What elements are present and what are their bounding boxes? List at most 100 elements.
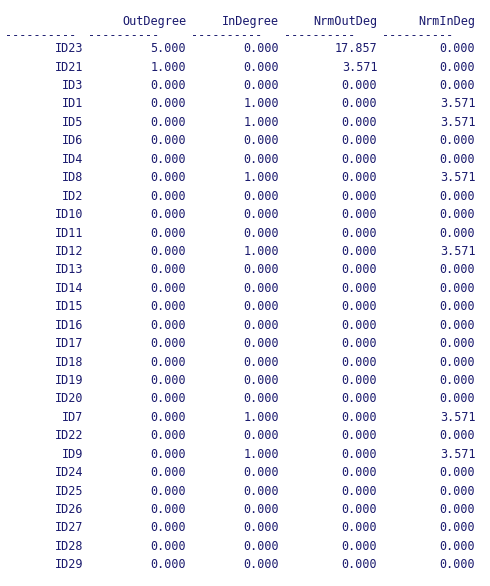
Text: 0.000: 0.000 <box>150 337 186 350</box>
Text: 1.000: 1.000 <box>244 245 279 258</box>
Text: 0.000: 0.000 <box>150 300 186 314</box>
Text: ID4: ID4 <box>62 153 83 166</box>
Text: 0.000: 0.000 <box>342 300 377 314</box>
Text: ID10: ID10 <box>55 208 83 221</box>
Text: 0.000: 0.000 <box>150 282 186 295</box>
Text: 0.000: 0.000 <box>440 522 475 534</box>
Text: 0.000: 0.000 <box>440 319 475 332</box>
Text: 0.000: 0.000 <box>440 466 475 479</box>
Text: 0.000: 0.000 <box>342 245 377 258</box>
Text: 0.000: 0.000 <box>150 263 186 277</box>
Text: ----------: ---------- <box>382 29 453 42</box>
Text: ID11: ID11 <box>55 227 83 240</box>
Text: 0.000: 0.000 <box>440 393 475 406</box>
Text: 0.000: 0.000 <box>150 319 186 332</box>
Text: 0.000: 0.000 <box>244 393 279 406</box>
Text: ID25: ID25 <box>55 485 83 498</box>
Text: 0.000: 0.000 <box>244 153 279 166</box>
Text: ----------: ---------- <box>5 29 76 42</box>
Text: ID22: ID22 <box>55 430 83 442</box>
Text: 0.000: 0.000 <box>244 79 279 92</box>
Text: ID26: ID26 <box>55 503 83 516</box>
Text: ID15: ID15 <box>55 300 83 314</box>
Text: 0.000: 0.000 <box>440 60 475 74</box>
Text: ----------: ---------- <box>88 29 159 42</box>
Text: 0.000: 0.000 <box>342 522 377 534</box>
Text: 0.000: 0.000 <box>440 282 475 295</box>
Text: 0.000: 0.000 <box>244 282 279 295</box>
Text: ID1: ID1 <box>62 97 83 111</box>
Text: 0.000: 0.000 <box>244 558 279 571</box>
Text: 0.000: 0.000 <box>342 411 377 424</box>
Text: 0.000: 0.000 <box>440 208 475 221</box>
Text: 0.000: 0.000 <box>440 134 475 147</box>
Text: 3.571: 3.571 <box>440 411 475 424</box>
Text: ID5: ID5 <box>62 116 83 129</box>
Text: 0.000: 0.000 <box>244 466 279 479</box>
Text: 0.000: 0.000 <box>244 319 279 332</box>
Text: ID7: ID7 <box>62 411 83 424</box>
Text: 0.000: 0.000 <box>150 411 186 424</box>
Text: ID2: ID2 <box>62 190 83 203</box>
Text: 0.000: 0.000 <box>342 356 377 369</box>
Text: 0.000: 0.000 <box>342 466 377 479</box>
Text: 0.000: 0.000 <box>150 485 186 498</box>
Text: InDegree: InDegree <box>222 15 279 28</box>
Text: 3.571: 3.571 <box>440 171 475 184</box>
Text: 0.000: 0.000 <box>342 153 377 166</box>
Text: 0.000: 0.000 <box>244 522 279 534</box>
Text: 0.000: 0.000 <box>244 60 279 74</box>
Text: 0.000: 0.000 <box>440 485 475 498</box>
Text: 0.000: 0.000 <box>150 208 186 221</box>
Text: 0.000: 0.000 <box>150 540 186 553</box>
Text: 0.000: 0.000 <box>440 42 475 55</box>
Text: 0.000: 0.000 <box>440 503 475 516</box>
Text: ----------: ---------- <box>191 29 262 42</box>
Text: 1.000: 1.000 <box>244 116 279 129</box>
Text: 3.571: 3.571 <box>342 60 377 74</box>
Text: 1.000: 1.000 <box>244 171 279 184</box>
Text: 1.000: 1.000 <box>150 60 186 74</box>
Text: 0.000: 0.000 <box>150 116 186 129</box>
Text: 0.000: 0.000 <box>150 503 186 516</box>
Text: 0.000: 0.000 <box>342 448 377 461</box>
Text: ID13: ID13 <box>55 263 83 277</box>
Text: 0.000: 0.000 <box>150 227 186 240</box>
Text: NrmInDeg: NrmInDeg <box>418 15 475 28</box>
Text: ID19: ID19 <box>55 374 83 387</box>
Text: 0.000: 0.000 <box>244 374 279 387</box>
Text: 0.000: 0.000 <box>244 300 279 314</box>
Text: 0.000: 0.000 <box>244 42 279 55</box>
Text: 0.000: 0.000 <box>440 430 475 442</box>
Text: 0.000: 0.000 <box>244 540 279 553</box>
Text: 0.000: 0.000 <box>342 430 377 442</box>
Text: ID21: ID21 <box>55 60 83 74</box>
Text: ID20: ID20 <box>55 393 83 406</box>
Text: 0.000: 0.000 <box>342 540 377 553</box>
Text: 0.000: 0.000 <box>150 134 186 147</box>
Text: 0.000: 0.000 <box>342 337 377 350</box>
Text: 0.000: 0.000 <box>342 227 377 240</box>
Text: 0.000: 0.000 <box>150 374 186 387</box>
Text: 0.000: 0.000 <box>150 430 186 442</box>
Text: 0.000: 0.000 <box>440 558 475 571</box>
Text: 0.000: 0.000 <box>342 134 377 147</box>
Text: NrmOutDeg: NrmOutDeg <box>313 15 377 28</box>
Text: 0.000: 0.000 <box>342 171 377 184</box>
Text: ID18: ID18 <box>55 356 83 369</box>
Text: 0.000: 0.000 <box>342 282 377 295</box>
Text: ----------: ---------- <box>284 29 355 42</box>
Text: 0.000: 0.000 <box>342 393 377 406</box>
Text: ID9: ID9 <box>62 448 83 461</box>
Text: ID23: ID23 <box>55 42 83 55</box>
Text: 0.000: 0.000 <box>150 522 186 534</box>
Text: 0.000: 0.000 <box>244 227 279 240</box>
Text: 0.000: 0.000 <box>342 208 377 221</box>
Text: 0.000: 0.000 <box>342 97 377 111</box>
Text: ID17: ID17 <box>55 337 83 350</box>
Text: 0.000: 0.000 <box>440 153 475 166</box>
Text: 0.000: 0.000 <box>440 190 475 203</box>
Text: 0.000: 0.000 <box>150 171 186 184</box>
Text: 0.000: 0.000 <box>150 79 186 92</box>
Text: 0.000: 0.000 <box>342 558 377 571</box>
